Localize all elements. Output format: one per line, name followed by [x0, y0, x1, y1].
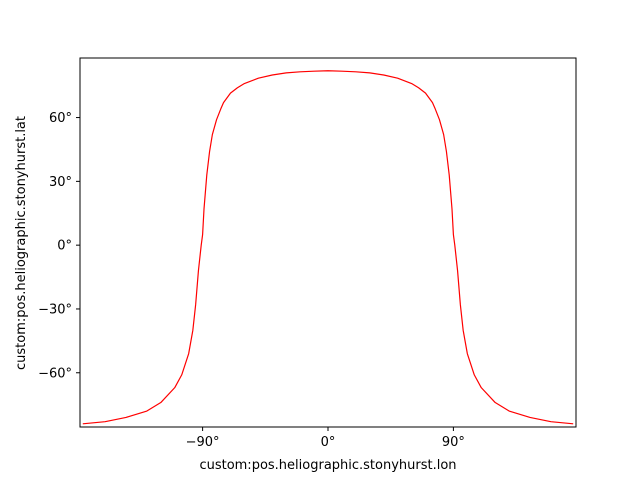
x-axis-label: custom:pos.heliographic.stonyhurst.lon: [199, 458, 456, 473]
plot-area: [79, 57, 577, 428]
x-tick-label: −90°: [186, 435, 220, 450]
plot-frame: [79, 57, 577, 428]
y-tick-label: −60°: [38, 366, 72, 381]
y-axis-label: custom:pos.heliographic.stonyhurst.lat: [14, 116, 29, 370]
x-tick-label: 0°: [321, 435, 336, 450]
series-line-0: [82, 70, 574, 425]
x-axis-ticks: −90° 0° 90°: [186, 427, 465, 450]
y-tick-label: 0°: [57, 239, 72, 254]
x-tick-label: 90°: [442, 435, 465, 450]
y-tick-label: 30°: [49, 175, 72, 190]
y-tick-label: 60°: [49, 111, 72, 126]
y-axis-ticks: −60° −30° 0° 30° 60°: [38, 111, 80, 381]
y-tick-label: −30°: [38, 302, 72, 317]
